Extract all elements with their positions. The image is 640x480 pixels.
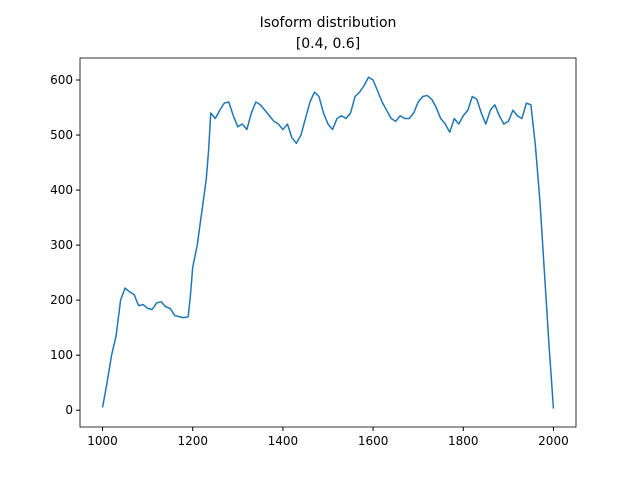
y-tick-label: 100 xyxy=(50,348,73,362)
data-line xyxy=(101,76,555,409)
y-tick-label: 300 xyxy=(50,238,73,252)
chart-subtitle: [0.4, 0.6] xyxy=(296,36,360,52)
y-tick-label: 400 xyxy=(50,183,73,197)
y-tick-label: 500 xyxy=(50,128,73,142)
chart-title: Isoform distribution xyxy=(260,15,397,31)
plot-frame xyxy=(79,57,577,428)
x-tick-label: 1800 xyxy=(448,434,479,448)
y-tick-label: 200 xyxy=(50,293,73,307)
x-tick-label: 1200 xyxy=(177,434,208,448)
y-tick-label: 0 xyxy=(65,403,73,417)
x-tick-label: 1000 xyxy=(87,434,118,448)
x-tick-label: 1600 xyxy=(358,434,389,448)
y-tick-label: 600 xyxy=(50,73,73,87)
x-tick-label: 2000 xyxy=(538,434,569,448)
x-tick-label: 1400 xyxy=(268,434,299,448)
